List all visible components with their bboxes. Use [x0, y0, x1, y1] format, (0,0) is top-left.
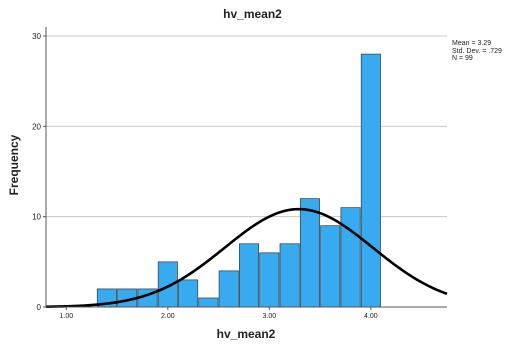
histogram-bar: [360, 53, 381, 308]
tick-labels: 0 10 20 30 1.00 2.00 3.00 4.00: [32, 32, 378, 320]
histogram-bar: [320, 225, 341, 308]
y-tick-label: 30: [32, 32, 41, 41]
x-tick-label: 2.00: [161, 313, 175, 320]
x-tick-label: 3.00: [263, 313, 277, 320]
y-tick-label: 20: [32, 122, 41, 131]
histogram-bar: [239, 243, 260, 308]
histogram-bar: [218, 270, 239, 308]
histogram-bar: [340, 207, 361, 308]
y-axis-label: Frequency: [7, 134, 21, 196]
grid-lines: [46, 35, 447, 218]
y-tick-label: 10: [32, 213, 41, 222]
histogram-bars: [96, 53, 381, 308]
stats-mean: Mean = 3.29: [452, 40, 492, 47]
histogram-bar: [178, 279, 199, 308]
stats-std-dev: Std. Dev. = .729: [452, 47, 502, 55]
x-tick-label: 1.00: [59, 313, 73, 320]
histogram-bar: [259, 252, 280, 308]
histogram-bar: [198, 297, 219, 308]
stats-box: Mean = 3.29 Std. Dev. = .729 N = 99: [452, 40, 502, 63]
x-axis-label: hv_mean2: [216, 327, 276, 341]
histogram-bar: [279, 243, 300, 308]
axes: [43, 27, 447, 310]
stats-n: N = 99: [452, 55, 473, 62]
chart-title: hv_mean2: [223, 7, 282, 21]
normal-curve-layer: [45, 207, 448, 309]
normal-curve: [45, 207, 448, 309]
x-tick-label: 4.00: [364, 313, 378, 320]
histogram-bar: [299, 198, 320, 308]
y-tick-label: 0: [37, 303, 42, 312]
